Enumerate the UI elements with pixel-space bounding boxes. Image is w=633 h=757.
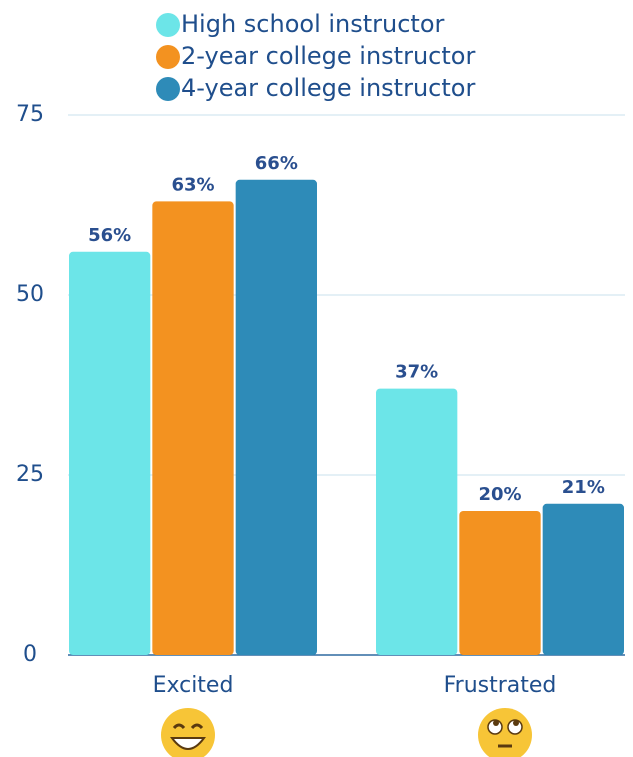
y-tick-label: 75 bbox=[16, 102, 44, 127]
bar bbox=[376, 388, 458, 655]
legend-swatch bbox=[156, 13, 180, 37]
emoji-excited bbox=[161, 708, 215, 757]
emoji-frustrated bbox=[478, 708, 532, 757]
value-label: 63% bbox=[171, 174, 214, 195]
y-tick-label: 50 bbox=[16, 282, 44, 307]
legend-label: 4-year college instructor bbox=[181, 74, 475, 102]
bar bbox=[152, 201, 234, 655]
legend-label: High school instructor bbox=[181, 10, 445, 38]
x-tick-label: Excited bbox=[153, 673, 234, 698]
y-tick-label: 25 bbox=[16, 462, 44, 487]
value-label: 21% bbox=[562, 477, 605, 498]
value-label: 66% bbox=[255, 153, 298, 174]
bar bbox=[69, 251, 151, 656]
value-label: 20% bbox=[478, 484, 521, 505]
legend-swatch bbox=[156, 77, 180, 101]
x-tick-label: Frustrated bbox=[444, 673, 557, 698]
value-label: 37% bbox=[395, 362, 438, 383]
value-label: 56% bbox=[88, 225, 131, 246]
y-tick-label: 0 bbox=[23, 642, 37, 667]
legend-label: 2-year college instructor bbox=[181, 42, 475, 70]
bar bbox=[235, 179, 317, 656]
bar bbox=[542, 503, 624, 655]
legend-swatch bbox=[156, 45, 180, 69]
bar bbox=[459, 511, 541, 655]
